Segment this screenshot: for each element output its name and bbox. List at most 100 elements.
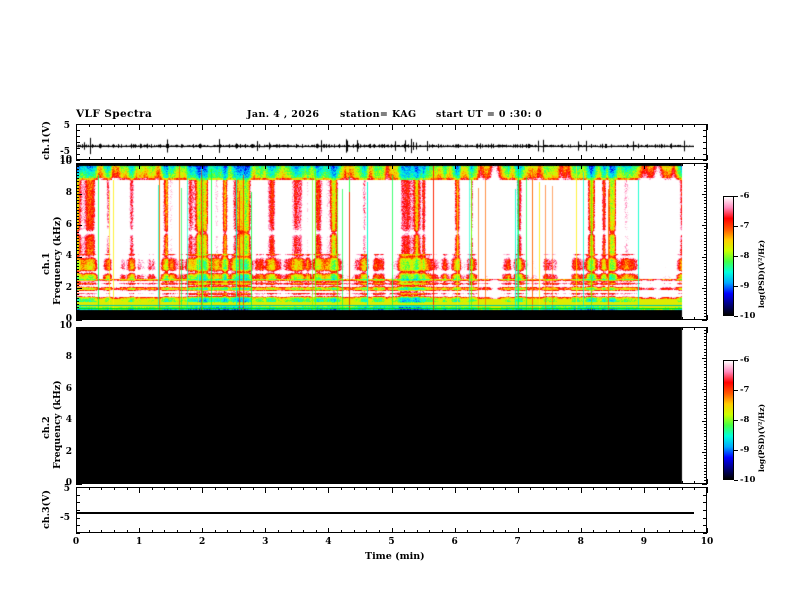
ch1-ytick-left (76, 165, 80, 167)
ch1-spectrogram-xtick-top (113, 163, 115, 167)
ch1v-ytick-left (76, 148, 80, 149)
ch2-ytick-right (703, 442, 707, 444)
ch2-ytick-right (703, 348, 707, 350)
ch2-spectrogram-xtick-top (568, 327, 570, 331)
ch1-colorbar-tick-label--10: -10 (740, 311, 756, 321)
ch1-spectrogram-xtick-top (429, 163, 431, 167)
ch1-spectrogram-xtick-top (568, 163, 570, 167)
ch1-ytick-left (76, 263, 80, 264)
ch1-spectrogram-xtick-top (290, 163, 292, 167)
ch1-voltage-xtick-top (694, 124, 696, 128)
ch2-spectrogram-xtick-top (618, 327, 620, 331)
ch1-ytick-left (76, 190, 80, 192)
ch1-ytick-left (76, 225, 82, 227)
ch1-voltage-xtick-bottom (492, 156, 494, 160)
ch1-ytick-left (76, 291, 80, 293)
ch3-voltage-xtick-bottom (694, 529, 696, 533)
x-tick-label-8: 8 (577, 537, 584, 547)
ch2-spectrogram-xtick-top (303, 327, 305, 331)
ch1-colorbar-tick-label--9: -9 (740, 281, 750, 291)
ch2-freq-tick-6: 6 (65, 383, 72, 394)
ch1-spectrogram-xtick-top (618, 163, 620, 167)
ch2-ytick-left (76, 389, 82, 391)
ch1-spectrogram-xtick-bottom (252, 316, 254, 320)
ch1-ytick-left (76, 285, 80, 286)
ch3-voltage-xtick-top (681, 487, 683, 491)
ch2-colorbar-label: log(PSD)(V²/Hz) (757, 403, 766, 472)
ch2-ytick-right (703, 417, 707, 419)
ch1-voltage-xtick-top (568, 124, 570, 128)
ch1v-ytick-left (76, 136, 80, 137)
ch1-ytick-left (76, 178, 80, 180)
ch1-voltage-xtick-bottom (101, 156, 103, 160)
ch1v-ytick-right (703, 130, 707, 131)
ch1-ytick-right (703, 244, 707, 246)
ch1-voltage-xtick-bottom (707, 154, 708, 160)
x-tick-label-9: 9 (640, 537, 648, 547)
ch2-spectrogram-xtick-bottom (454, 478, 456, 484)
ch1-spectrogram-xtick-bottom (202, 314, 204, 320)
ch1v-ytick-left (76, 124, 80, 125)
ch3-voltage-xtick-top (492, 487, 494, 491)
ch2-spectrogram-xtick-top (404, 327, 406, 331)
ch2-spectrogram-xtick-top (126, 327, 128, 331)
ch1-voltage-xtick-bottom (214, 156, 216, 160)
ch1-voltage-xtick-top (265, 124, 267, 130)
ch2-spectrogram-xtick-top (277, 327, 279, 331)
ch2-spectrogram-xtick-top (328, 327, 330, 333)
ch2-spectrogram-xtick-bottom (669, 480, 671, 484)
ch2-spectrogram-xtick-top (240, 327, 242, 331)
ch1-ytick-right (703, 250, 707, 252)
ch2-ytick-right (701, 389, 707, 391)
ch1-spectrogram-xtick-bottom (429, 316, 431, 320)
ch1-voltage-xtick-top (164, 124, 166, 128)
ch3-voltage-xtick-top (391, 487, 393, 493)
ch3-voltage-xtick-bottom (555, 529, 557, 533)
ch1-voltage-xtick-top (404, 124, 406, 128)
ch2-spectrogram-xtick-bottom (656, 480, 658, 484)
ch1-voltage-xtick-top (151, 124, 153, 128)
ch2-ytick-left (76, 414, 80, 416)
ch2-ytick-left (76, 335, 80, 337)
ch2-ytick-left (76, 392, 80, 394)
ch3-voltage-xtick-top (643, 487, 645, 493)
ch2-ytick-left (76, 329, 80, 331)
ch3-voltage-xtick-bottom (378, 529, 380, 533)
ch1-voltage-xtick-bottom (542, 156, 544, 160)
ch1v-ytick-left (76, 160, 80, 161)
ch1-voltage-xtick-top (227, 124, 229, 128)
ch1-ytick-right (703, 316, 707, 318)
ch3-voltage-xtick-bottom (277, 529, 279, 533)
ch2-ytick-right (703, 477, 707, 479)
ch1-spectrogram-xtick-top (404, 163, 406, 167)
ch2-spectrogram-xtick-top (227, 327, 229, 331)
ch2-ytick-right (703, 401, 707, 403)
ch2-ytick-right (703, 470, 707, 472)
ch1-ytick-left (76, 168, 80, 170)
ch1-voltage-xtick-bottom (479, 156, 481, 160)
ch2-spectrogram-xtick-bottom (265, 478, 267, 484)
ch2-spectrogram-xtick-top (391, 327, 393, 333)
ch2-ytick-right (703, 339, 707, 341)
ch1-spectrogram-xtick-bottom (555, 316, 557, 320)
ch2-spectrogram-xtick-bottom (277, 480, 279, 484)
ch2-ytick-left (76, 483, 82, 485)
ch2-colorbar (723, 360, 734, 480)
ch1-voltage-xtick-top (656, 124, 658, 128)
ch1-voltage-xtick-top (530, 124, 532, 128)
ch1-voltage-xtick-top (303, 124, 305, 128)
ch1-spectrogram-xtick-bottom (88, 316, 90, 320)
ch1-ytick-left (76, 231, 80, 233)
ch1-spectrogram-xtick-bottom (378, 316, 380, 320)
ch2-ytick-left (76, 467, 80, 469)
ch2-ytick-right (703, 411, 707, 413)
x-tick-label-3: 3 (262, 537, 269, 547)
ch2-spectrogram-xtick-top (315, 327, 317, 331)
ch1-ytick-left (76, 297, 80, 299)
ch3-voltage-xtick-top (669, 487, 671, 491)
ch3-voltage-xtick-bottom (681, 529, 683, 533)
ch3v-ytick-right (703, 494, 707, 496)
x-tick-label-5: 5 (388, 537, 395, 547)
ch1-spectrogram-xtick-bottom (694, 316, 696, 320)
ch1-ytick-left (76, 200, 80, 202)
